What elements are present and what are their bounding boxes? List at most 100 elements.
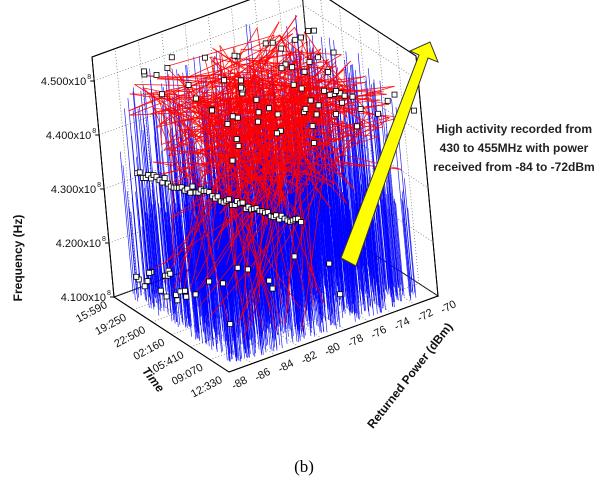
data-point	[159, 91, 165, 98]
trace-segment	[210, 80, 251, 133]
stem	[288, 193, 299, 287]
frame-edge	[415, 55, 439, 297]
data-point	[174, 297, 181, 304]
stem	[333, 218, 344, 319]
stem	[330, 179, 340, 278]
trace-segment	[146, 93, 307, 103]
stem	[298, 228, 309, 327]
stem	[208, 120, 226, 297]
stem	[175, 210, 184, 297]
trace-segment	[174, 76, 366, 101]
data-point	[239, 199, 246, 206]
stem	[302, 200, 312, 294]
stem	[326, 100, 346, 298]
stem	[322, 202, 332, 287]
trace-segment	[240, 110, 295, 162]
stem	[127, 98, 147, 296]
data-point	[305, 28, 312, 34]
markers	[133, 27, 417, 328]
stem	[139, 106, 157, 294]
trace-segment	[231, 152, 250, 160]
data-point	[266, 277, 273, 284]
trace-segment	[226, 143, 303, 288]
trace-segment	[234, 68, 248, 309]
z-tick-label: -74	[392, 315, 412, 333]
z-tick-label: -78	[346, 332, 366, 350]
stem	[132, 87, 153, 293]
stem	[328, 229, 338, 323]
trace-segment	[286, 120, 317, 292]
data-point	[341, 92, 348, 99]
data-point	[269, 285, 276, 292]
trace-segment	[225, 137, 365, 167]
stem	[197, 251, 207, 343]
stem	[149, 196, 159, 297]
trace-segment	[301, 67, 339, 330]
stem	[279, 224, 290, 329]
frame-edge	[91, 0, 251, 58]
trace-segment	[244, 118, 257, 148]
data-point	[192, 291, 199, 298]
data-point	[225, 196, 232, 203]
y-axis-label: Frequency (Hz)	[11, 215, 25, 302]
stem	[395, 202, 405, 297]
stem	[167, 209, 177, 299]
stem	[180, 208, 190, 299]
trace-segment	[129, 107, 277, 116]
stem	[128, 207, 139, 302]
data-point	[255, 118, 261, 125]
data-point	[234, 114, 241, 121]
data-point	[290, 81, 297, 88]
data-point	[173, 291, 180, 298]
stem	[167, 234, 177, 322]
data-point	[266, 105, 273, 112]
z-tick-label: -72	[416, 307, 436, 325]
stem	[310, 154, 321, 265]
stem	[199, 196, 209, 285]
stem	[259, 203, 270, 303]
data-point	[326, 91, 333, 98]
trace-segment	[331, 120, 343, 187]
stem	[217, 191, 227, 283]
stem	[193, 184, 209, 341]
stem	[379, 80, 399, 286]
trace-segment	[258, 136, 276, 197]
stem	[374, 216, 383, 300]
stem	[221, 193, 231, 277]
data-point	[189, 183, 196, 190]
trace-segment	[248, 144, 283, 166]
stem	[303, 186, 315, 293]
data-point	[273, 212, 280, 219]
trace-segment	[324, 59, 373, 119]
stem	[170, 226, 181, 326]
trace-segment	[206, 137, 213, 289]
stem	[158, 203, 167, 285]
stem	[391, 193, 401, 291]
stem	[401, 191, 412, 293]
stem	[388, 168, 401, 302]
annotation-line-1: High activity recorded from	[436, 122, 592, 136]
stem	[245, 185, 255, 275]
trace-segment	[228, 149, 296, 248]
stem	[332, 167, 342, 268]
y-tick-exponent: 8	[92, 128, 96, 135]
trace-segment	[228, 27, 258, 76]
stem	[222, 279, 231, 362]
trace-segment	[189, 33, 293, 87]
data-point	[238, 84, 245, 91]
trace-segment	[285, 160, 332, 187]
trace-segment	[255, 62, 329, 65]
stem	[321, 228, 332, 326]
stem	[374, 199, 385, 302]
data-point	[153, 72, 160, 78]
data-point	[187, 189, 194, 196]
trace-segment	[212, 130, 223, 236]
stem	[227, 161, 238, 258]
trace-segment	[189, 81, 244, 244]
stem	[322, 171, 335, 296]
trace-segment	[246, 52, 322, 60]
stem	[292, 254, 301, 339]
trace-segment	[240, 101, 290, 157]
stem	[152, 203, 162, 296]
trace-segment	[148, 137, 326, 178]
